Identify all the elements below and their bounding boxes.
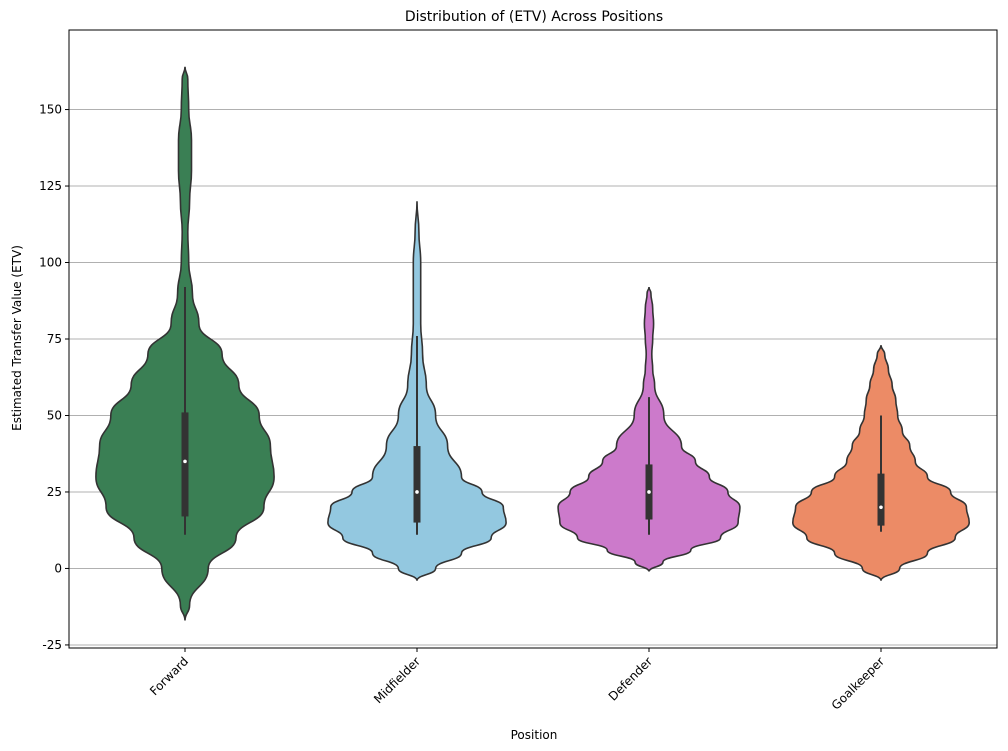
x-tick-label-0: Forward <box>147 654 191 698</box>
iqr-box-goalkeeper <box>877 473 885 526</box>
y-axis-ticks: -25 0 25 50 75 100 125 150 <box>39 103 69 652</box>
y-tick-label-7: 150 <box>39 103 62 117</box>
y-tick-label-0: -25 <box>42 638 62 652</box>
x-tick-label-1: Midfielder <box>371 654 423 706</box>
median-marker-forward <box>183 459 187 464</box>
x-axis-ticks: Forward Midfielder Defender Goalkeeper <box>147 648 887 713</box>
y-tick-label-6: 125 <box>39 179 62 193</box>
y-tick-label-5: 100 <box>39 256 62 270</box>
iqr-box-forward <box>181 412 189 517</box>
box-plots <box>181 286 885 535</box>
violins <box>95 65 971 621</box>
chart-title: Distribution of (ETV) Across Positions <box>405 9 663 25</box>
y-axis-label: Estimated Transfer Value (ETV) <box>10 245 24 431</box>
iqr-box-midfielder <box>413 446 421 523</box>
median-marker-goalkeeper <box>879 505 883 510</box>
median-marker-midfielder <box>415 490 419 494</box>
y-tick-label-2: 25 <box>47 485 62 499</box>
x-tick-label-3: Goalkeeper <box>829 654 887 712</box>
x-tick-label-2: Defender <box>606 654 655 703</box>
y-tick-label-3: 50 <box>47 408 62 422</box>
y-tick-label-1: 0 <box>54 561 62 575</box>
y-tick-label-4: 75 <box>47 332 62 346</box>
x-axis-label: Position <box>511 728 558 742</box>
median-marker-defender <box>647 490 651 494</box>
